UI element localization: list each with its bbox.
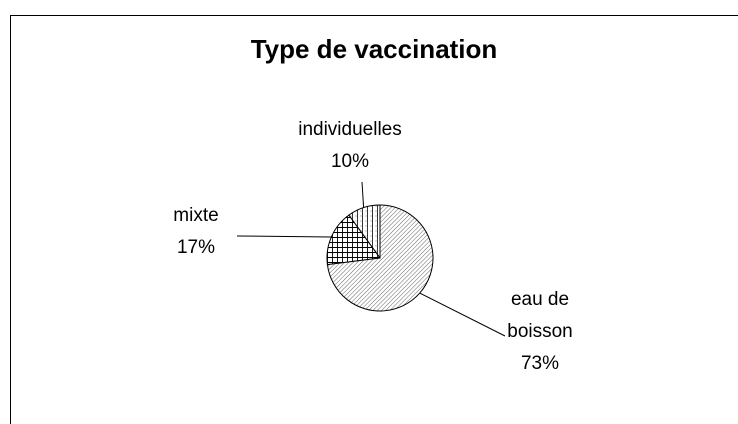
slice-value-label: 73% — [520, 353, 560, 374]
leader-line — [361, 181, 365, 208]
slice-label: eau de boisson — [507, 289, 573, 342]
slice-label: individuelles — [298, 119, 402, 140]
slice-label: mixte — [173, 205, 219, 226]
slice-value-label: 10% — [330, 151, 370, 172]
slice-value-label: 17% — [176, 237, 216, 258]
chart-border — [10, 15, 738, 424]
leader-line — [236, 235, 332, 238]
pie-slice — [326, 204, 434, 312]
leader-line — [419, 292, 506, 337]
chart-title: Type de vaccination — [250, 34, 498, 64]
